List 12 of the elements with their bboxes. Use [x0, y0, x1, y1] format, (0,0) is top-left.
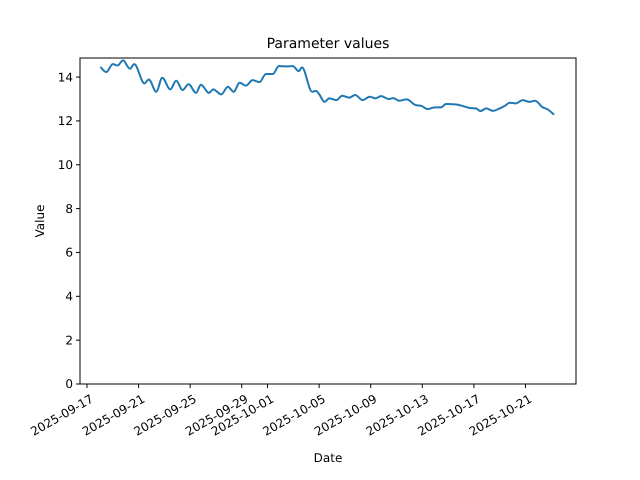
- y-tick-label: 4: [65, 290, 73, 304]
- y-tick-label: 8: [65, 202, 73, 216]
- y-tick-label: 6: [65, 246, 73, 260]
- y-tick-label: 10: [58, 158, 73, 172]
- y-tick-label: 14: [58, 70, 73, 84]
- line-series: [100, 59, 554, 116]
- y-axis-title: Value: [33, 204, 47, 238]
- y-tick-label: 0: [65, 377, 73, 392]
- y-tick-label: 12: [58, 114, 73, 128]
- x-axis-title: Date: [314, 451, 342, 465]
- y-tick-label: 2: [65, 333, 73, 348]
- chart-title: Parameter values: [266, 36, 390, 52]
